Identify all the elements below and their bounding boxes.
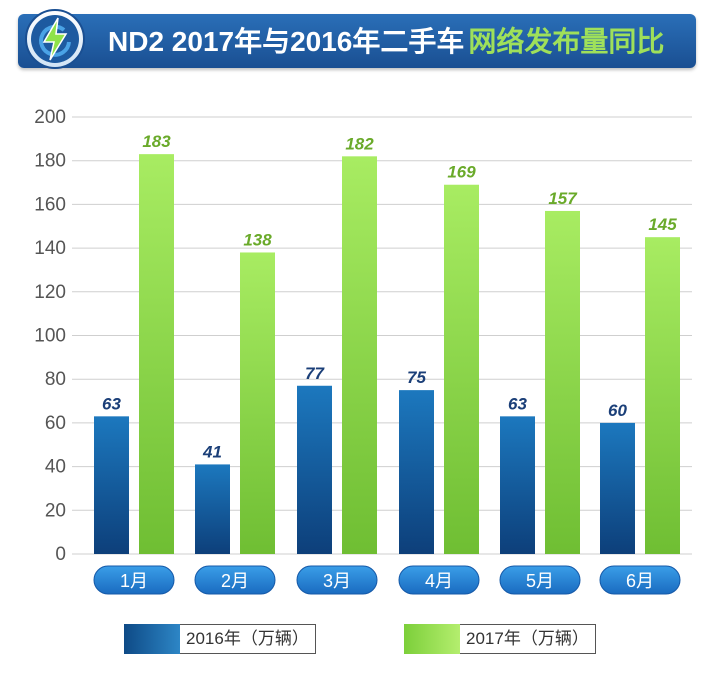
y-tick-label: 40: [45, 457, 66, 478]
legend-swatch-2017: [404, 624, 460, 654]
bar-2017: [342, 156, 377, 554]
y-tick-label: 0: [55, 544, 66, 565]
x-category-label: 4月: [425, 571, 453, 591]
x-axis: 1月 2月 3月 4月 5月 6月: [93, 565, 681, 595]
y-tick-label: 200: [34, 107, 66, 128]
bar-2016: [94, 416, 129, 554]
x-category-pill: [499, 565, 581, 595]
y-tick-label: 120: [34, 282, 66, 303]
bar-2016: [399, 390, 434, 554]
legend-swatch-2016: [124, 624, 180, 654]
legend-label-2016: 2016年（万辆）: [180, 624, 316, 654]
x-category-label: 2月: [221, 571, 249, 591]
value-label-2016: 77: [305, 364, 325, 383]
bars: [94, 154, 680, 555]
legend-2016: 2016年（万辆）: [124, 624, 316, 654]
page-title: ND2 2017年与2016年二手车 网络发布量同比: [108, 22, 664, 62]
gridlines: [72, 116, 692, 555]
lightning-bolt-icon: [25, 9, 85, 69]
value-labels: 63 183 41 138 77 182 75 169 63 157 60 145: [102, 132, 677, 461]
x-category-label: 6月: [626, 571, 654, 591]
bar-2016: [297, 385, 332, 554]
title-banner: [18, 14, 696, 68]
value-label-2017: 169: [447, 163, 476, 182]
x-category-label: 1月: [120, 571, 148, 591]
y-tick-label: 140: [34, 238, 66, 259]
bar-2016: [195, 464, 230, 554]
bar-2017: [444, 184, 479, 555]
title-main: ND2 2017年与2016年二手车: [108, 26, 465, 57]
y-tick-label: 160: [34, 194, 66, 215]
value-label-2017: 183: [142, 132, 171, 151]
value-label-2016: 63: [102, 394, 121, 413]
bar-2017: [240, 252, 275, 554]
y-tick-label: 180: [34, 151, 66, 172]
value-label-2016: 41: [202, 442, 222, 461]
bar-2016: [500, 416, 535, 554]
value-label-2017: 138: [243, 230, 272, 249]
legend-label-2017: 2017年（万辆）: [460, 624, 596, 654]
bar-2017: [139, 154, 174, 554]
value-label-2016: 75: [407, 368, 426, 387]
y-tick-label: 60: [45, 413, 66, 434]
value-label-2017: 157: [548, 189, 578, 208]
x-category-pill: [93, 565, 175, 595]
y-tick-label: 80: [45, 369, 66, 390]
legend-2017: 2017年（万辆）: [404, 624, 596, 654]
bar-2016: [600, 422, 635, 554]
x-category-pill: [398, 565, 480, 595]
x-category-pill: [194, 565, 276, 595]
x-category-pill: [296, 565, 378, 595]
title-highlight: 网络发布量同比: [468, 26, 665, 57]
bar-2017: [645, 237, 680, 555]
value-label-2016: 60: [608, 401, 627, 420]
value-label-2017: 182: [345, 134, 374, 153]
value-label-2017: 145: [648, 215, 677, 234]
x-category-label: 5月: [526, 571, 554, 591]
y-tick-label: 100: [34, 326, 66, 347]
value-label-2016: 63: [508, 394, 527, 413]
y-tick-label: 20: [45, 500, 66, 521]
bar-2017: [545, 210, 580, 554]
x-category-pill: [599, 565, 681, 595]
x-category-label: 3月: [323, 571, 351, 591]
